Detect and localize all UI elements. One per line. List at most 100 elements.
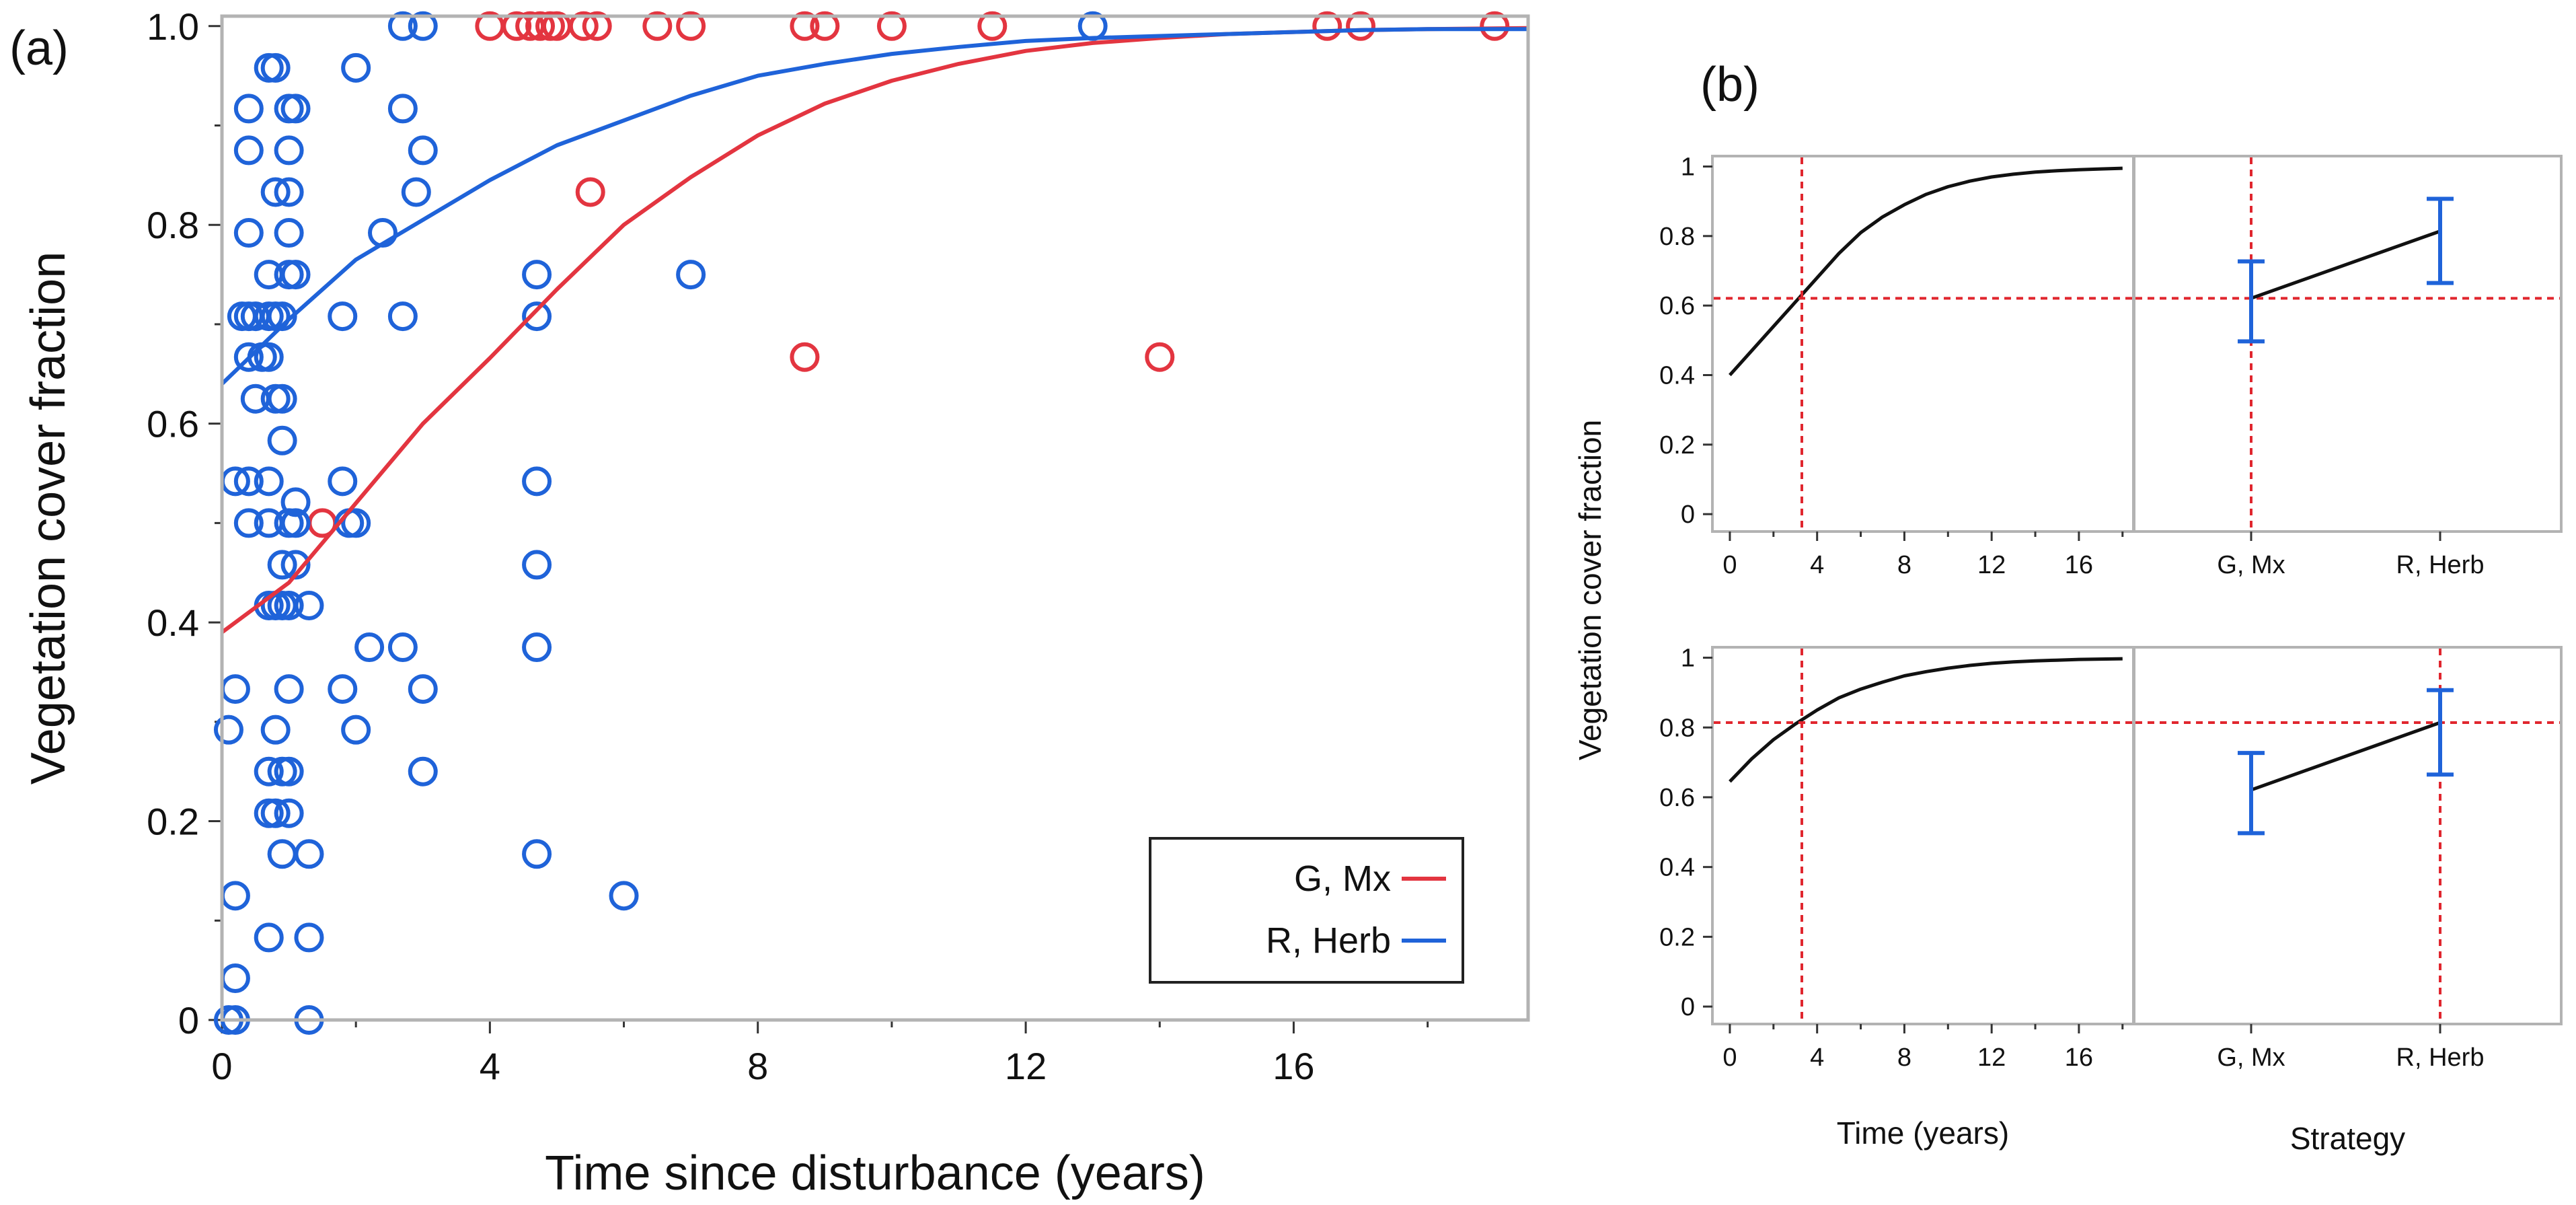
prediction-curve xyxy=(1729,166,2123,377)
data-point-r-herb xyxy=(254,922,284,953)
y-tick-label: 0 xyxy=(1681,501,1695,529)
y-tick-label: 0.8 xyxy=(147,204,199,246)
y-tick-label: 0.4 xyxy=(1659,854,1695,882)
x-tick-label: 4 xyxy=(480,1045,500,1087)
data-point-g-mx xyxy=(502,11,532,41)
y-tick-label: 0.2 xyxy=(147,801,199,843)
data-point-r-herb xyxy=(294,590,324,620)
data-point-r-herb xyxy=(233,342,264,372)
category-tick-label: R, Herb xyxy=(2396,551,2485,579)
data-point-g-mx xyxy=(676,11,706,41)
data-point-g-mx xyxy=(977,11,1008,41)
data-point-r-herb xyxy=(267,550,297,580)
y-tick-label: 0.2 xyxy=(1659,923,1695,951)
data-point-r-herb xyxy=(401,177,431,207)
data-point-r-herb xyxy=(341,715,371,745)
y-tick-label: 0.8 xyxy=(1659,223,1695,251)
data-point-r-herb xyxy=(387,632,418,663)
data-point-r-herb xyxy=(294,839,324,869)
data-point-r-herb xyxy=(408,11,438,41)
data-point-r-herb xyxy=(387,301,418,332)
legend-label: G, Mx xyxy=(1294,859,1391,899)
legend-label: R, Herb xyxy=(1266,920,1391,961)
data-point-r-herb xyxy=(260,52,291,83)
y-tick-label: 0.2 xyxy=(1659,431,1695,460)
x-tick-label: 4 xyxy=(1810,1044,1824,1072)
data-point-r-herb xyxy=(274,135,304,166)
data-point-r-herb xyxy=(274,674,304,704)
x-tick-label: 16 xyxy=(1273,1045,1314,1087)
data-point-r-herb xyxy=(233,135,264,166)
data-point-r-herb xyxy=(294,922,324,953)
x-tick-label: 8 xyxy=(1897,1044,1911,1072)
y-tick-label: 0.4 xyxy=(147,601,199,644)
data-point-r-herb xyxy=(274,798,304,828)
strategy-effect-line xyxy=(2250,721,2441,792)
x-tick-label: 0 xyxy=(1722,1044,1737,1072)
data-point-r-herb xyxy=(676,260,706,290)
category-tick-label: G, Mx xyxy=(2217,1044,2285,1072)
data-point-r-herb xyxy=(220,963,250,993)
legend: G, Mx R, Herb xyxy=(1149,837,1464,984)
data-point-r-herb xyxy=(220,881,250,911)
x-tick-label: 12 xyxy=(1977,1044,2006,1072)
x-axis-title-strategy: Strategy xyxy=(2290,1121,2405,1156)
data-point-r-herb xyxy=(280,260,311,290)
x-tick-label: 0 xyxy=(211,1045,232,1087)
panel-b-label: (b) xyxy=(1700,58,1759,112)
strategy-cell-frame xyxy=(2133,155,2563,533)
x-tick-label: 8 xyxy=(747,1045,768,1087)
data-point-r-herb xyxy=(274,756,304,787)
data-point-r-herb xyxy=(254,466,284,497)
y-axis-title: Vegetation cover fraction xyxy=(22,252,75,785)
data-point-r-herb xyxy=(522,839,552,869)
panel-b-prediction-profiler: 0 0.2 0.4 0.6 0.8 1 0 4 8 12 16 G, Mx R, Herb 0 0.2 0.4… xyxy=(1573,153,2563,1156)
data-point-r-herb xyxy=(274,590,304,620)
data-point-g-mx xyxy=(525,11,556,41)
data-point-g-mx xyxy=(1312,11,1342,41)
time-cell-frame xyxy=(1711,155,2135,533)
data-point-r-herb xyxy=(522,632,552,663)
data-point-r-herb xyxy=(267,384,297,414)
data-point-g-mx xyxy=(582,11,612,41)
data-point-g-mx xyxy=(790,342,820,372)
data-point-r-herb xyxy=(280,508,311,538)
x-tick-label: 4 xyxy=(1810,551,1824,579)
strategy-effect-line xyxy=(2250,229,2441,300)
y-tick-label: 0.6 xyxy=(1659,784,1695,812)
data-point-r-herb xyxy=(522,301,552,332)
data-point-r-herb xyxy=(341,52,371,83)
x-tick-label: 0 xyxy=(1722,551,1737,579)
category-tick-label: G, Mx xyxy=(2217,551,2285,579)
y-axis-title: Vegetation cover fraction xyxy=(1573,420,1607,760)
x-tick-label: 8 xyxy=(1897,551,1911,579)
y-tick-label: 0.6 xyxy=(147,403,199,445)
data-point-r-herb xyxy=(408,674,438,704)
y-tick-label: 1 xyxy=(1681,645,1695,673)
data-point-r-herb xyxy=(609,881,639,911)
x-tick-label: 16 xyxy=(2065,1044,2093,1072)
data-point-r-herb xyxy=(260,798,291,828)
y-tick-label: 0 xyxy=(1681,993,1695,1021)
data-point-g-mx xyxy=(876,11,907,41)
data-point-g-mx xyxy=(575,177,605,207)
fit-line-r-herb xyxy=(220,27,1528,386)
data-point-r-herb xyxy=(267,839,297,869)
data-point-r-herb xyxy=(280,487,311,517)
y-tick-label: 0.8 xyxy=(1659,714,1695,742)
data-point-r-herb xyxy=(354,632,385,663)
data-point-r-herb xyxy=(233,466,264,497)
data-point-r-herb xyxy=(260,715,291,745)
time-cell-frame xyxy=(1711,646,2135,1025)
data-point-r-herb xyxy=(387,11,418,41)
data-point-r-herb xyxy=(220,674,250,704)
data-point-r-herb xyxy=(328,301,358,332)
category-tick-label: R, Herb xyxy=(2396,1044,2485,1072)
panel-a-scatter-plot: 0 4 8 12 16 0 0.2 0.4 0.6 0.8 1.0 Time since distur… xyxy=(22,5,1530,1200)
fit-line-g-mx xyxy=(221,26,1529,634)
data-point-r-herb xyxy=(328,466,358,497)
y-tick-label: 0.4 xyxy=(1659,362,1695,390)
data-point-r-herb xyxy=(408,135,438,166)
data-point-g-mx xyxy=(568,11,599,41)
